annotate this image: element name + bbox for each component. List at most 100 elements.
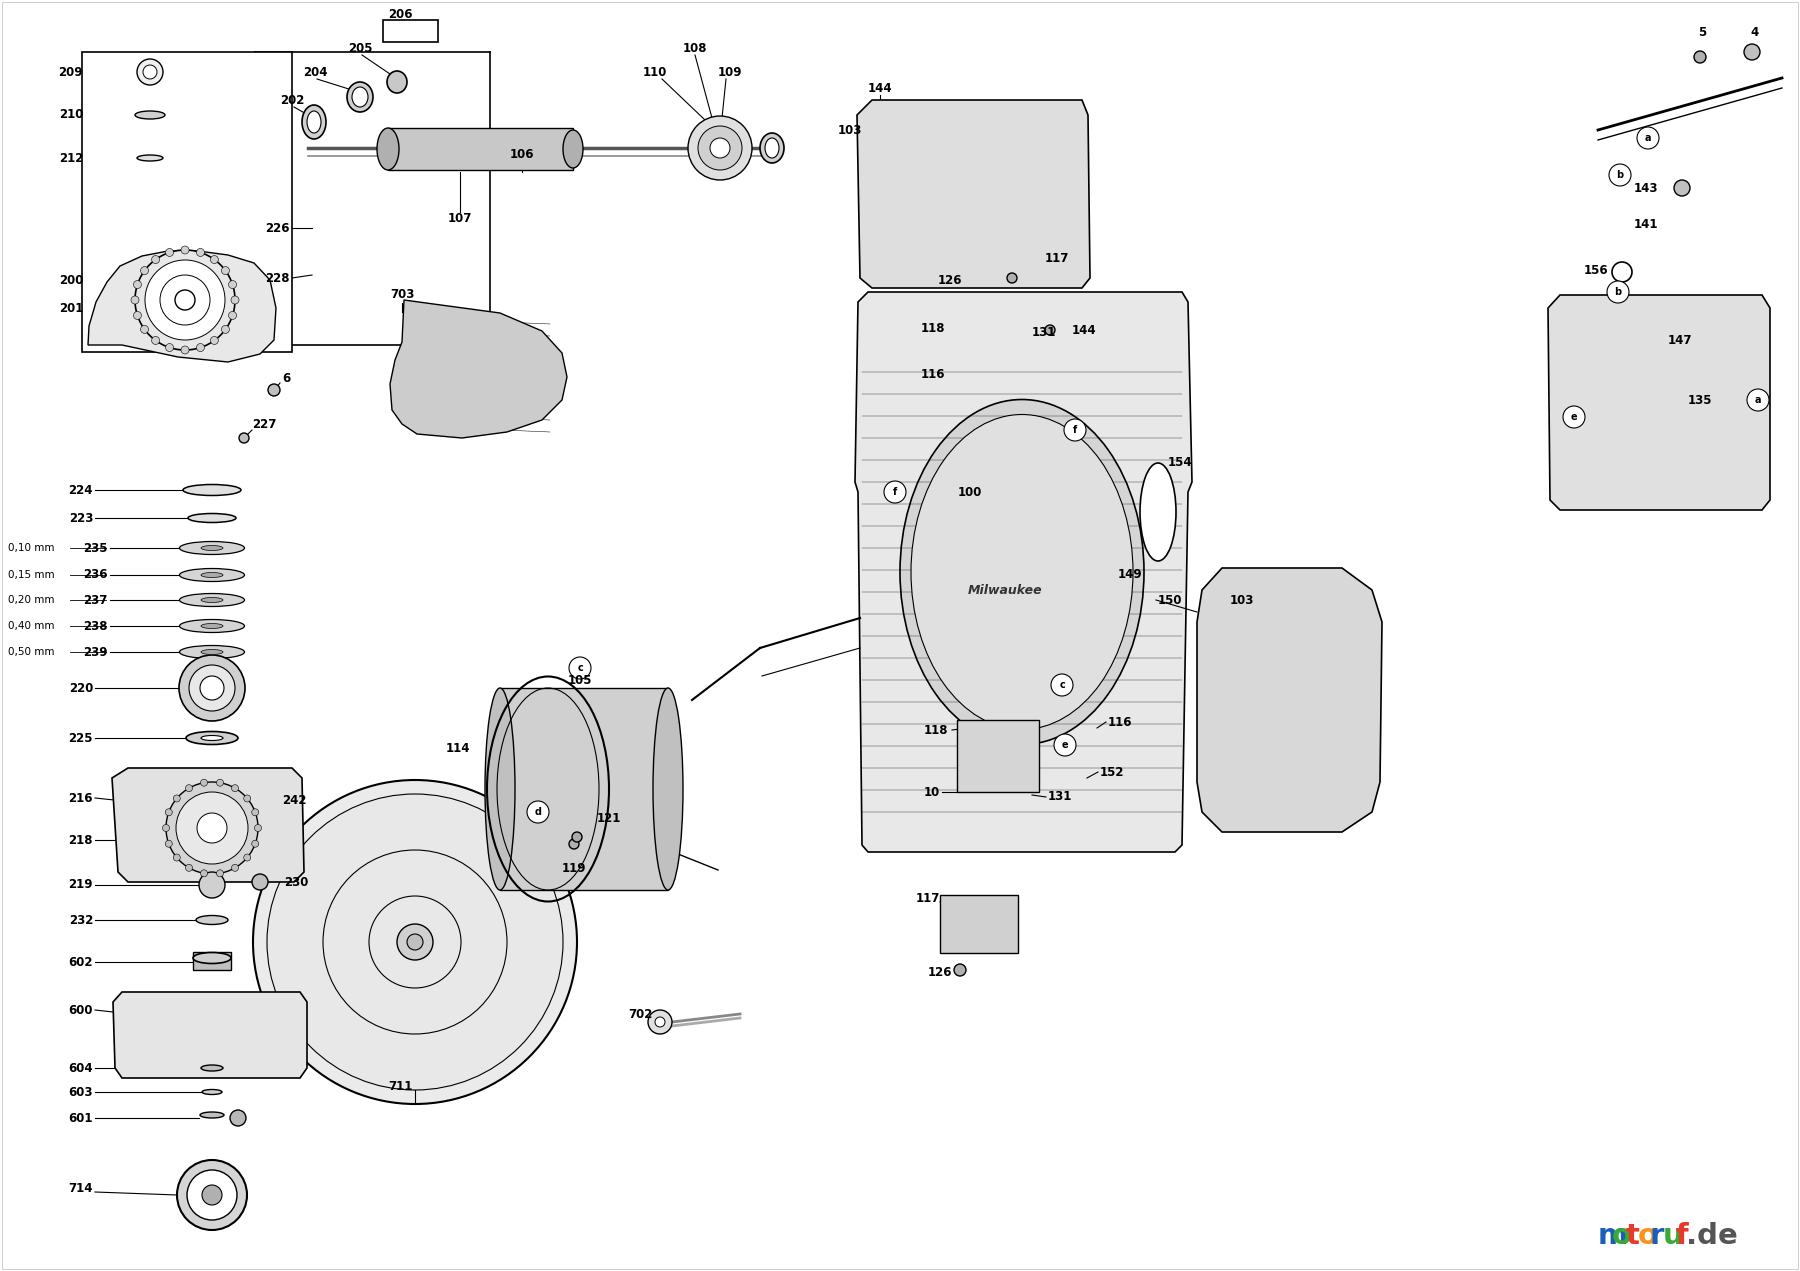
Text: 152: 152 (1100, 765, 1125, 779)
Ellipse shape (302, 105, 326, 139)
Ellipse shape (180, 619, 245, 633)
Circle shape (1607, 281, 1629, 302)
Text: t: t (1625, 1221, 1640, 1249)
Text: 106: 106 (509, 149, 535, 161)
Text: Milwaukee: Milwaukee (968, 583, 1042, 596)
Text: 100: 100 (958, 486, 983, 498)
Text: 107: 107 (448, 211, 472, 225)
Circle shape (1744, 44, 1760, 60)
Text: .de: .de (1687, 1221, 1737, 1249)
Text: b: b (1616, 170, 1624, 180)
Ellipse shape (911, 414, 1132, 730)
Text: 126: 126 (927, 966, 952, 979)
Text: 156: 156 (1584, 263, 1607, 277)
Circle shape (230, 296, 239, 304)
Ellipse shape (193, 952, 230, 963)
Circle shape (185, 784, 193, 792)
Circle shape (146, 261, 225, 341)
Text: 5: 5 (1697, 25, 1706, 38)
Circle shape (252, 840, 259, 848)
Circle shape (232, 784, 238, 792)
Circle shape (1694, 51, 1706, 64)
Text: f: f (1676, 1221, 1688, 1249)
Circle shape (200, 779, 207, 787)
Text: f: f (893, 487, 896, 497)
Ellipse shape (202, 624, 223, 628)
Text: 232: 232 (68, 914, 94, 927)
Ellipse shape (202, 545, 223, 550)
Ellipse shape (563, 130, 583, 168)
Circle shape (182, 247, 189, 254)
Text: 238: 238 (83, 619, 108, 633)
Text: 141: 141 (1634, 219, 1658, 231)
Text: 714: 714 (68, 1182, 94, 1195)
Polygon shape (857, 100, 1091, 289)
Circle shape (166, 808, 173, 816)
Text: 202: 202 (279, 94, 304, 107)
Circle shape (239, 433, 248, 444)
Circle shape (135, 250, 236, 350)
Text: 103: 103 (1229, 594, 1255, 606)
Text: 119: 119 (562, 862, 587, 874)
Text: e: e (1571, 412, 1577, 422)
Text: 228: 228 (266, 272, 290, 285)
Polygon shape (88, 250, 275, 362)
Text: 205: 205 (347, 42, 373, 55)
Circle shape (369, 896, 461, 988)
Text: 135: 135 (1688, 394, 1712, 407)
Text: 144: 144 (1073, 324, 1096, 337)
Text: 242: 242 (283, 793, 306, 807)
Text: 144: 144 (868, 81, 893, 94)
Circle shape (252, 808, 259, 816)
Circle shape (1748, 389, 1769, 411)
Circle shape (182, 346, 189, 355)
Circle shape (173, 854, 180, 860)
Circle shape (176, 792, 248, 864)
Text: 110: 110 (643, 66, 668, 79)
Circle shape (1055, 733, 1076, 756)
Text: o: o (1613, 1221, 1633, 1249)
Circle shape (142, 65, 157, 79)
Circle shape (527, 801, 549, 824)
Circle shape (185, 864, 193, 872)
Text: f: f (1073, 425, 1076, 435)
Circle shape (211, 255, 218, 263)
Circle shape (151, 255, 160, 263)
Circle shape (200, 676, 223, 700)
Ellipse shape (484, 688, 515, 890)
Circle shape (137, 58, 164, 85)
Ellipse shape (353, 86, 367, 107)
Circle shape (166, 248, 173, 257)
Ellipse shape (202, 597, 223, 602)
Bar (83, 52, 292, 352)
Text: e: e (1062, 740, 1069, 750)
Text: 210: 210 (59, 108, 83, 122)
Text: d: d (535, 807, 542, 817)
Text: 103: 103 (837, 123, 862, 136)
Circle shape (252, 874, 268, 890)
Text: 116: 116 (920, 369, 945, 381)
Bar (383, 20, 437, 42)
Circle shape (216, 869, 223, 877)
Ellipse shape (900, 399, 1145, 745)
Text: 201: 201 (59, 301, 83, 314)
Circle shape (1613, 262, 1633, 282)
Text: b: b (1615, 287, 1622, 297)
Circle shape (655, 1017, 664, 1027)
Text: c: c (578, 663, 583, 674)
Ellipse shape (760, 133, 785, 163)
Text: 149: 149 (1118, 568, 1143, 582)
Circle shape (200, 872, 225, 899)
Circle shape (688, 116, 752, 180)
Circle shape (202, 1185, 221, 1205)
Ellipse shape (765, 139, 779, 158)
Ellipse shape (135, 111, 166, 119)
Ellipse shape (180, 646, 245, 658)
Bar (940, 895, 1019, 953)
Text: 225: 225 (68, 732, 94, 745)
Circle shape (569, 839, 580, 849)
Circle shape (884, 480, 905, 503)
Text: 105: 105 (567, 674, 592, 686)
Circle shape (1046, 325, 1055, 336)
Bar (193, 952, 230, 970)
